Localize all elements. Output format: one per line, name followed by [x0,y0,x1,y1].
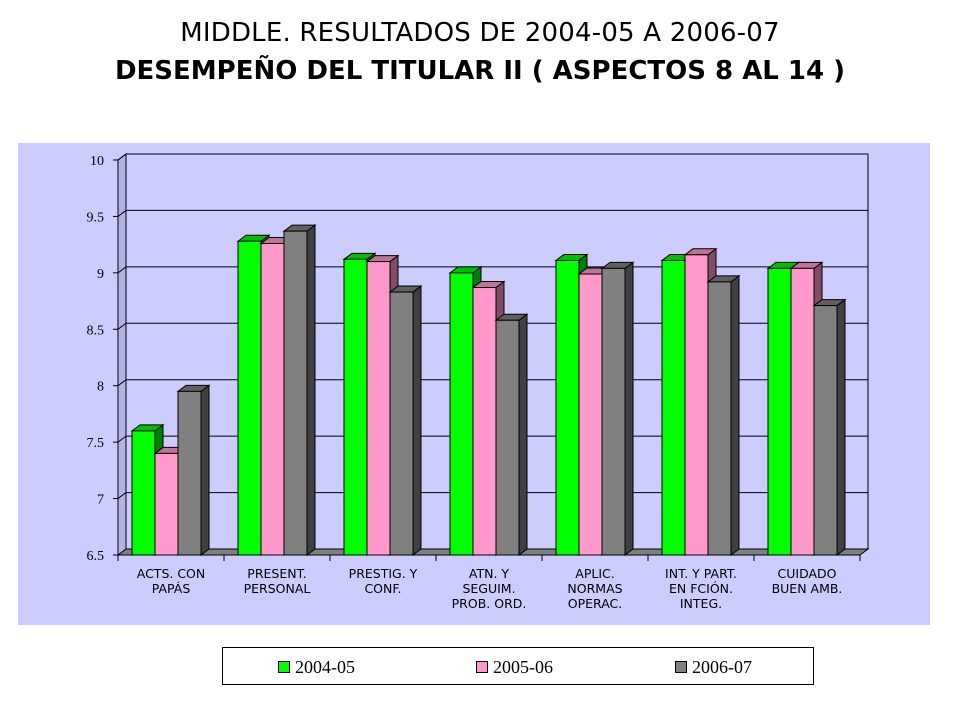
x-category-label: INT. Y PART. [665,566,737,581]
plot-side-wall [117,153,127,556]
bar-2006-07-5 [706,274,741,556]
x-category-label: ATN. Y [469,566,510,581]
y-tick-label: 7 [97,493,104,508]
legend-item-2005-06: 2005-06 [476,656,553,677]
x-category-label: BUEN AMB. [772,581,843,596]
x-category-label: CUIDADO [778,566,837,581]
chart-title-line1: MIDDLE. RESULTADOS DE 2004-05 A 2006-07 [180,18,780,48]
gridline-diagonal [117,435,127,443]
y-tick-label: 8 [97,380,104,395]
x-category-label: ACTS. CON [137,566,206,581]
gridline-diagonal [117,322,127,330]
y-tick-label: 6.5 [87,549,105,564]
gridline-diagonal [117,492,127,499]
bar-2006-07-6 [812,298,847,556]
x-category-label: INTEG. [680,596,722,611]
x-category-label: PRESTIG. Y [349,566,418,581]
bar-2006-07-1 [282,224,317,556]
legend-label: 2005-06 [493,656,553,677]
x-category-label: CONF. [364,581,401,596]
gridline-diagonal [117,379,127,387]
legend-label: 2006-07 [692,656,752,677]
gridline-diagonal [117,210,127,217]
legend-swatch-2006-07 [675,661,687,673]
y-tick-label: 9.5 [87,210,105,225]
bar-2006-07-3 [494,313,529,556]
x-category-label: SEGUIM. [462,581,515,596]
legend-label: 2004-05 [295,656,355,677]
x-category-label: OPERAC. [568,596,623,611]
legend-item-2004-05: 2004-05 [278,656,355,677]
x-category-label: PERSONAL [244,581,311,596]
gridline-diagonal [117,266,127,274]
bar-2006-07-2 [388,285,423,556]
legend-item-2006-07: 2006-07 [675,656,752,677]
bar-2006-07-4 [600,261,635,556]
legend-swatch-2004-05 [278,661,290,673]
x-category-label: NORMAS [567,581,622,596]
y-tick-label: 10 [90,154,104,169]
y-tick-label: 8.5 [87,323,105,338]
gridline-diagonal [117,153,127,161]
x-category-label: PRESENT. [247,566,306,581]
y-tick-label: 9 [97,267,104,282]
x-category-label: EN FCIÓN. [669,581,733,596]
legend-swatch-2005-06 [476,661,488,673]
x-category-label: PROB. ORD. [452,596,527,611]
bar-2006-07-0 [176,384,211,556]
x-category-label: PAPÁS [152,581,191,596]
legend: 2004-05 2005-06 2006-07 [222,647,814,685]
y-tick-label: 7.5 [87,436,105,451]
x-category-label: APLIC. [575,566,614,581]
chart-title-line2: DESEMPEÑO DEL TITULAR II ( ASPECTOS 8 AL… [114,56,846,86]
